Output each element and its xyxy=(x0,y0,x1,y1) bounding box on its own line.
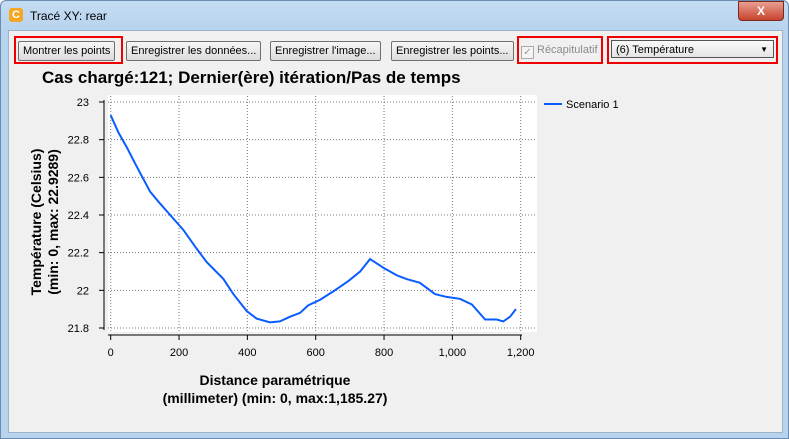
highlight-box xyxy=(14,36,123,64)
series-line xyxy=(109,114,517,324)
y-tick-label: 22.2 xyxy=(68,248,89,260)
variable-select-value: (6) Température xyxy=(616,44,695,56)
variable-select[interactable]: (6) Température ▼ xyxy=(611,40,774,58)
x-tick-label: 200 xyxy=(170,347,188,359)
x-tick-label: 400 xyxy=(238,347,256,359)
y-axis-label: Température (Celsius) xyxy=(28,149,44,296)
close-button[interactable]: X xyxy=(738,1,784,21)
title-bar[interactable]: C Tracé XY: rear X xyxy=(1,1,788,29)
y-tick-label: 22 xyxy=(77,285,89,297)
highlight-box xyxy=(517,36,603,64)
summary-label: Récapitulatif xyxy=(537,44,598,56)
show-points-button[interactable]: Montrer les points xyxy=(18,41,116,61)
x-tick-label: 800 xyxy=(375,347,393,359)
x-axis-label-range: (millimeter) (min: 0, max:1,185.27) xyxy=(163,390,388,406)
y-tick-label: 23 xyxy=(77,97,89,109)
x-tick-label: 600 xyxy=(307,347,325,359)
checkmark-icon: ✓ xyxy=(521,46,534,59)
window-title: Tracé XY: rear xyxy=(30,9,107,23)
y-tick-label: 21.8 xyxy=(68,323,89,335)
x-tick-label: 1,200 xyxy=(507,347,535,359)
highlight-box xyxy=(607,36,778,64)
chart-title: Cas chargé:121; Dernier(ère) itération/P… xyxy=(42,68,461,87)
y-tick-label: 22.4 xyxy=(68,210,89,222)
save-points-button[interactable]: Enregistrer les points... xyxy=(391,41,514,61)
save-image-button[interactable]: Enregistrer l'image... xyxy=(270,41,381,61)
app-icon: C xyxy=(9,8,23,22)
y-tick-label: 22.6 xyxy=(68,172,89,184)
y-tick-label: 22.8 xyxy=(68,135,89,147)
x-tick-label: 0 xyxy=(108,347,114,359)
dropdown-arrow-icon: ▼ xyxy=(760,45,768,54)
legend-label: Scenario 1 xyxy=(566,99,619,111)
y-axis-label-range: (min: 0, max: 22.9289) xyxy=(45,149,61,295)
save-data-button[interactable]: Enregistrer les données... xyxy=(126,41,262,61)
plot-area xyxy=(108,95,537,332)
x-tick-label: 1,000 xyxy=(439,347,467,359)
x-axis-label: Distance paramétrique xyxy=(200,372,351,388)
summary-checkbox[interactable]: ✓ Récapitulatif xyxy=(521,41,598,59)
